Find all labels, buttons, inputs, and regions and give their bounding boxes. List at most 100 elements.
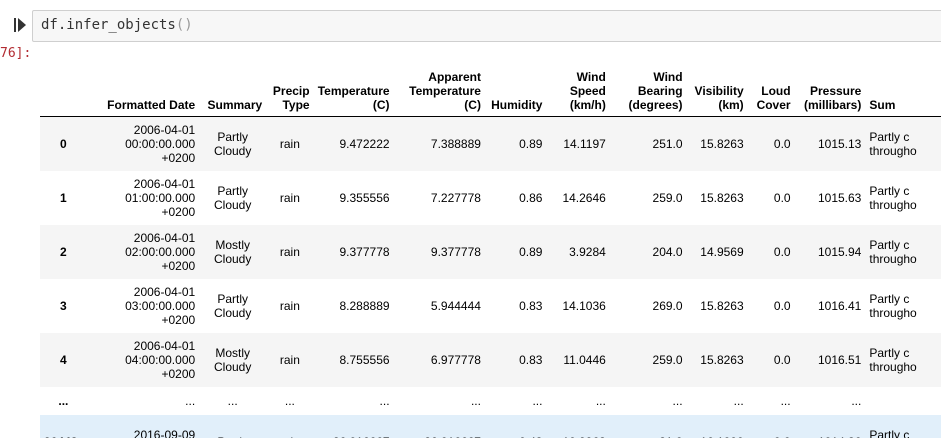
table-cell-vis: 16.1000 [687, 415, 748, 438]
table-cell-wb: 31.0 [610, 415, 687, 438]
table-cell-date: 2006-04-01 00:00:00.000 +0200 [125, 122, 196, 165]
table-cell-pres: 1016.41 [817, 298, 862, 313]
code-cell-input[interactable]: df.infer_objects() [32, 10, 941, 42]
table-cell-daily: Partly c througho [869, 129, 917, 158]
table-cell-summary: Partly Cloudy [214, 291, 252, 320]
code-function: df.infer_objects [41, 17, 176, 33]
table-cell-wb: 204.0 [652, 244, 683, 259]
table-cell-summary: Partly Cloudy [214, 183, 252, 212]
table-cell-hum: 0.83 [519, 352, 543, 367]
header-row: Formatted Date Summary Precip Type Temperatu… [40, 58, 941, 117]
table-cell-date: 2006-04-01 01:00:00.000 +0200 [125, 176, 196, 219]
table-cell-wb: ... [672, 393, 683, 408]
table-cell-ws: 14.1197 [563, 136, 606, 151]
table-cell-hum: 0.43 [485, 415, 547, 438]
table-cell-daily: Partly cstarting [869, 427, 910, 438]
table-cell-summary: Partly [199, 415, 266, 438]
table-cell-summary: ... [227, 393, 238, 408]
table-cell-precip: rain [279, 136, 300, 151]
row-index: 0 [60, 136, 67, 151]
table-cell-lc: 0.0 [773, 190, 791, 205]
table-cell-hum: ... [532, 393, 543, 408]
table-cell-temp: 8.755556 [339, 352, 390, 367]
dataframe-output[interactable]: Formatted Date Summary Precip Type Temperatu… [40, 58, 941, 438]
table-row: .................................... [40, 386, 941, 415]
table-cell-daily: Partly c througho [869, 291, 917, 320]
table-cell-date: 2006-04-01 04:00:00.000 +0200 [125, 338, 196, 381]
table-cell-pres: 1015.63 [817, 190, 862, 205]
table-cell-summary: Partly Cloudy [214, 129, 252, 158]
table-cell-pres: 1016.51 [817, 352, 862, 367]
table-cell-lc: 0.0 [748, 415, 795, 438]
table-cell-ws: ... [595, 393, 606, 408]
row-index: 4 [60, 352, 67, 367]
column-header: Pressure (millibars) [794, 58, 866, 117]
table-cell-summary: Mostly Cloudy [214, 237, 252, 266]
table-cell-vis: 14.9569 [700, 244, 744, 259]
table-cell-precip: rain [279, 352, 300, 367]
table-row: 4 2006-04-01 04:00:00.000 +0200 Mostly Cloudy… [40, 332, 941, 387]
table-cell-precip: rain [279, 298, 300, 313]
table-row: 3 2006-04-01 03:00:00.000 +0200 Partly Cloudy… [40, 279, 941, 333]
table-cell-vis: 15.8263 [700, 352, 744, 367]
table-row: 2 2006-04-01 02:00:00.000 +0200 Mostly Cloudy… [40, 224, 941, 279]
table-cell-app: 7.388889 [430, 136, 481, 151]
table-cell-lc: 0.0 [773, 136, 791, 151]
column-header: Humidity [484, 58, 547, 117]
table-cell-temp: 26.016667 [314, 415, 394, 438]
table-cell-app: 6.977778 [430, 352, 481, 367]
table-cell-wb: 259.0 [652, 190, 683, 205]
row-index: 96448 [40, 415, 87, 438]
table-cell-daily [865, 387, 941, 415]
table-cell-pres: 1014.36 [795, 415, 866, 438]
table-cell-daily: Partly c througho [869, 345, 917, 374]
column-header: Visibility (km) [686, 58, 748, 117]
table-row: 0 2006-04-01 00:00:00.000 +0200 Partly Cloudy… [40, 116, 941, 171]
table-cell-hum: 0.89 [519, 244, 543, 259]
table-cell-vis: ... [733, 393, 744, 408]
table-cell-ws: 3.9284 [569, 244, 606, 259]
dataframe-table: Formatted Date Summary Precip Type Temperatu… [40, 58, 941, 438]
table-cell-wb: 251.0 [652, 136, 683, 151]
table-cell-app: ... [470, 393, 481, 408]
table-cell-summary: Mostly Cloudy [214, 345, 252, 374]
run-cell-icon[interactable] [14, 18, 26, 32]
row-index: 2 [60, 244, 67, 259]
table-cell-precip: ... [284, 393, 295, 408]
table-cell-daily: Partly c througho [869, 183, 917, 212]
table-cell-wb: 269.0 [652, 298, 683, 313]
table-cell-vis: 15.8263 [700, 190, 744, 205]
table-cell-temp: 8.288889 [339, 298, 390, 313]
table-row: 1 2006-04-01 01:00:00.000 +0200 Partly Cloudy… [40, 171, 941, 225]
table-cell-precip: rain [279, 190, 300, 205]
column-header: Temperature (C) [313, 58, 394, 117]
table-cell-precip: rain [266, 415, 313, 438]
row-index: ... [58, 393, 69, 408]
table-cell-date: ... [185, 393, 196, 408]
code-text[interactable]: df.infer_objects() [41, 17, 193, 33]
table-cell-vis: 15.8263 [700, 136, 744, 151]
table-cell-hum: 0.83 [519, 298, 543, 313]
output-prompt: 76]: [0, 46, 32, 61]
table-cell-lc: 0.0 [773, 244, 791, 259]
table-cell-temp: 9.355556 [339, 190, 390, 205]
table-cell-app: 7.227778 [430, 190, 481, 205]
column-header [40, 58, 87, 117]
table-cell-ws: 14.1036 [562, 298, 606, 313]
table-cell-pres: ... [851, 393, 862, 408]
table-cell-date: 2006-04-01 02:00:00.000 +0200 [125, 230, 196, 273]
table-row: 964482016-09-0919:00:00.000Partlyrain26.… [40, 414, 941, 438]
table-cell-date: 2006-04-01 03:00:00.000 +0200 [125, 284, 196, 327]
table-cell-temp: 9.377778 [339, 244, 390, 259]
table-cell-temp: ... [379, 393, 390, 408]
row-index: 1 [60, 190, 67, 205]
table-cell-app: 5.944444 [430, 298, 481, 313]
table-cell-hum: 0.86 [519, 190, 543, 205]
code-parens: () [175, 17, 193, 33]
column-header: Summary [199, 58, 267, 117]
column-header: Wind Bearing (degrees) [609, 58, 687, 117]
table-cell-lc: 0.0 [773, 352, 791, 367]
table-cell-ws: 14.2646 [562, 190, 606, 205]
table-cell-ws: 11.0446 [563, 352, 606, 367]
table-cell-app: 9.377778 [430, 244, 481, 259]
